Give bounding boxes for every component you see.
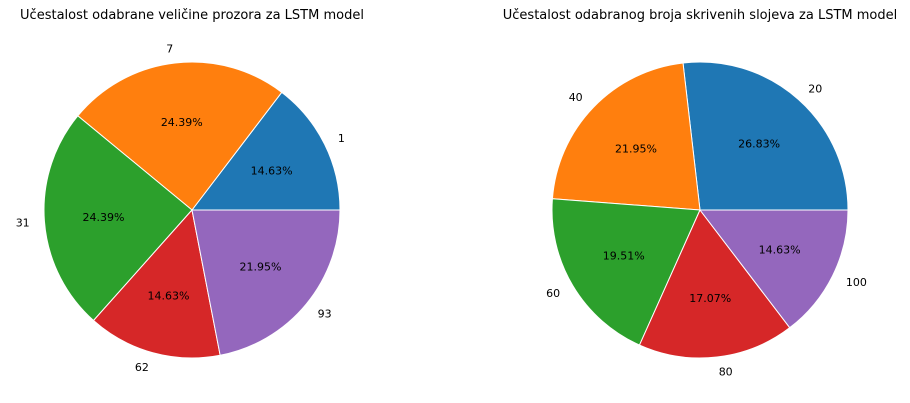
pie-slice-40 (551, 62, 701, 211)
slice-label: 93 (318, 308, 332, 321)
pie-labels: 1 14.63% 7 24.39% 31 24.39% 62 14.63% 93 21.95% (16, 42, 345, 374)
slice-percent-label: 21.95% (615, 142, 657, 155)
pie-slices (551, 61, 849, 359)
slice-label: 80 (719, 366, 733, 379)
pie-slice-1 (190, 91, 341, 211)
slice-label: 100 (846, 276, 867, 289)
pie-slice-20 (682, 61, 849, 211)
slice-percent-label: 17.07% (689, 292, 731, 305)
chart-title: Učestalost odabranog broja skrivenih slo… (503, 8, 897, 23)
pie-slice-7 (77, 61, 283, 211)
slice-label: 31 (16, 217, 30, 230)
pie-slice-62 (92, 208, 221, 359)
pie-slice-93 (191, 209, 341, 356)
chart-title: Učestalost odabrane veličine prozora za … (20, 8, 364, 23)
pie-slice-100 (698, 209, 849, 329)
pie-labels: 20 26.83% 40 21.95% 60 19.51% 80 17.07% 100 14.63… (546, 82, 867, 378)
slice-label: 7 (166, 42, 173, 55)
slice-percent-label: 24.39% (83, 211, 125, 224)
slice-label: 62 (135, 361, 149, 374)
pie-slice-80 (638, 209, 791, 359)
pie-slice-60 (551, 198, 701, 346)
slice-percent-label: 21.95% (240, 261, 282, 274)
slice-percent-label: 24.39% (161, 116, 203, 129)
pie-chart-window-size: Učestalost odabrane veličine prozora za … (16, 8, 364, 374)
pie-slice-31 (43, 115, 193, 322)
pie-slices (43, 61, 341, 359)
slice-label: 20 (808, 82, 822, 95)
slice-percent-label: 26.83% (738, 138, 780, 151)
slice-percent-label: 14.63% (148, 290, 190, 303)
slice-percent-label: 14.63% (251, 165, 293, 178)
slice-percent-label: 14.63% (759, 243, 801, 256)
slice-label: 40 (569, 91, 583, 104)
slice-label: 1 (338, 132, 345, 145)
pie-chart-hidden-layers: Učestalost odabranog broja skrivenih slo… (503, 8, 897, 379)
slice-label: 60 (546, 287, 560, 300)
slice-percent-label: 19.51% (603, 249, 645, 262)
